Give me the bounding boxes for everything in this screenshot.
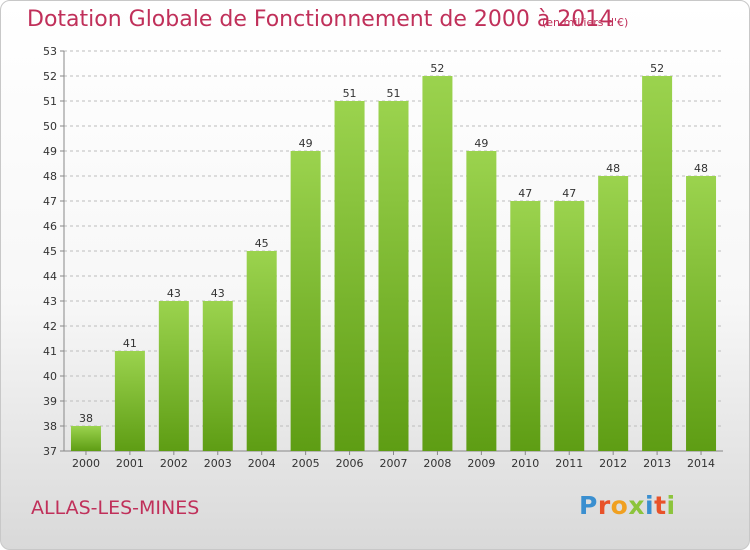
bar <box>422 76 453 451</box>
y-tick-label: 42 <box>43 320 57 333</box>
data-label: 52 <box>430 62 444 75</box>
data-label: 47 <box>518 187 532 200</box>
value-labels: 38 41 43 43 45 49 51 51 52 49 47 47 48 52 48 <box>79 62 708 425</box>
proxiti-logo: Proxiti <box>579 491 676 520</box>
bar <box>598 176 629 451</box>
x-tick-label: 2000 <box>72 457 100 470</box>
data-label: 49 <box>299 137 313 150</box>
bar <box>686 176 717 451</box>
bar <box>70 426 101 451</box>
x-tick-label: 2001 <box>116 457 144 470</box>
y-tick-label: 48 <box>43 170 57 183</box>
y-tick-label: 50 <box>43 120 57 133</box>
y-tick-label: 37 <box>43 445 57 458</box>
y-tick-label: 40 <box>43 370 57 383</box>
data-label: 51 <box>343 87 357 100</box>
logo-letter: x <box>628 491 645 520</box>
x-tick-label: 2010 <box>511 457 539 470</box>
y-tick-label: 38 <box>43 420 57 433</box>
logo-letter: P <box>579 491 598 520</box>
bar <box>554 201 585 451</box>
bar <box>202 301 233 451</box>
data-label: 52 <box>650 62 664 75</box>
x-tick-label: 2014 <box>687 457 715 470</box>
x-tick-label: 2007 <box>380 457 408 470</box>
data-label: 41 <box>123 337 137 350</box>
data-label: 38 <box>79 412 93 425</box>
y-tick-label: 43 <box>43 295 57 308</box>
y-tick-label: 45 <box>43 245 57 258</box>
logo-letter: i <box>645 491 655 520</box>
logo-letter: r <box>597 491 611 520</box>
y-tick-label: 53 <box>43 45 57 58</box>
logo-letter: t <box>654 491 667 520</box>
x-tick-label: 2013 <box>643 457 671 470</box>
commune-name: ALLAS-LES-MINES <box>31 497 200 519</box>
bars <box>70 76 717 451</box>
data-label: 45 <box>255 237 269 250</box>
data-label: 47 <box>562 187 576 200</box>
y-tick-label: 44 <box>43 270 57 283</box>
unit-note: (en milliers d'€) <box>542 16 629 29</box>
data-label: 49 <box>474 137 488 150</box>
y-tick-label: 41 <box>43 345 57 358</box>
data-label: 51 <box>387 87 401 100</box>
bar <box>246 251 277 451</box>
bar <box>290 151 321 451</box>
x-tick-label: 2008 <box>423 457 451 470</box>
x-tick-label: 2004 <box>248 457 276 470</box>
bar <box>334 101 365 451</box>
chart-title: Dotation Globale de Fonctionnement de 20… <box>27 7 614 32</box>
y-tick-label: 39 <box>43 395 57 408</box>
x-tick-label: 2002 <box>160 457 188 470</box>
bar <box>378 101 409 451</box>
y-tick-label: 46 <box>43 220 57 233</box>
y-tick-label: 52 <box>43 70 57 83</box>
y-tick-labels: 37 38 39 40 41 42 43 44 45 46 47 48 49 50 51 52 53 <box>43 45 57 458</box>
bar <box>158 301 189 451</box>
x-tick-label: 2005 <box>292 457 320 470</box>
y-tick-label: 49 <box>43 145 57 158</box>
y-tick-label: 51 <box>43 95 57 108</box>
logo-letter: o <box>610 491 629 520</box>
logo-letter: i <box>666 491 676 520</box>
data-label: 48 <box>606 162 620 175</box>
x-tick-label: 2009 <box>467 457 495 470</box>
bar <box>642 76 673 451</box>
bar <box>466 151 497 451</box>
x-tick-label: 2003 <box>204 457 232 470</box>
data-label: 48 <box>694 162 708 175</box>
x-tick-labels: 2000 2001 2002 2003 2004 2005 2006 2007 2008 2009… <box>72 457 715 470</box>
y-tick-label: 47 <box>43 195 57 208</box>
data-label: 43 <box>211 287 225 300</box>
bar <box>510 201 541 451</box>
x-tick-label: 2012 <box>599 457 627 470</box>
data-label: 43 <box>167 287 181 300</box>
x-tick-label: 2006 <box>336 457 364 470</box>
bar <box>114 351 145 451</box>
x-tick-label: 2011 <box>555 457 583 470</box>
